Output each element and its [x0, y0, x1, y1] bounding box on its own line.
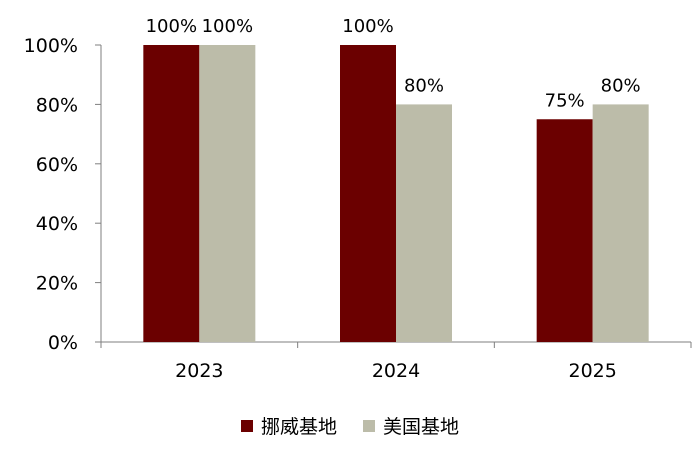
x-tick-label: 2024: [372, 360, 420, 382]
data-label-series-2: 100%: [202, 16, 253, 37]
data-label-series-1: 100%: [146, 16, 197, 37]
legend-item-series-2: 美国基地: [363, 412, 459, 439]
y-tick-label: 100%: [24, 35, 78, 57]
bar-series-2: [199, 45, 256, 342]
bar-series-1: [340, 45, 396, 342]
bar-series-1: [536, 119, 593, 342]
y-axis: 0% 20% 40% 60% 80% 100%: [24, 35, 102, 354]
data-label-series-1: 75%: [545, 90, 585, 111]
data-labels: 100% 100%75%100%80% 80%: [146, 16, 641, 111]
y-tick-label: 60%: [36, 154, 78, 176]
data-label-series-1: 100%: [342, 16, 393, 37]
bars: [143, 45, 649, 343]
legend-swatch-series-2: [363, 419, 375, 432]
x-tick-label: 2025: [568, 360, 616, 382]
y-tick-label: 80%: [36, 94, 78, 116]
legend: 挪威基地 美国基地: [0, 412, 700, 439]
bar-series-2: [396, 104, 452, 343]
legend-label-series-1: 挪威基地: [260, 416, 337, 438]
y-tick-label: 40%: [36, 213, 78, 235]
bar-series-1: [143, 45, 200, 342]
x-axis: 2023 2024 2025: [100, 341, 692, 382]
data-label-series-2: 80%: [404, 75, 444, 96]
legend-item-series-1: 挪威基地: [240, 412, 337, 439]
y-tick-label: 20%: [36, 273, 78, 295]
y-tick-label: 0%: [48, 332, 78, 354]
bar-series-2: [592, 104, 649, 343]
legend-swatch-series-1: [240, 419, 253, 432]
legend-label-series-2: 美国基地: [383, 416, 460, 438]
data-label-series-2: 80%: [601, 75, 641, 96]
x-tick-label: 2023: [175, 360, 223, 382]
